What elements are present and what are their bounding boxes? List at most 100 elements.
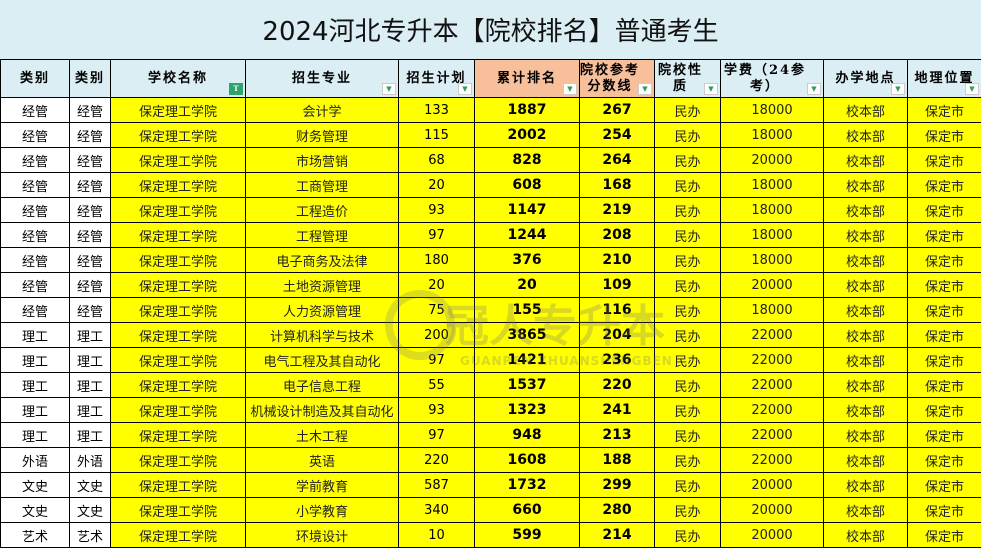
cell-campus[interactable]: 校本部 <box>823 447 908 473</box>
cell-school-name[interactable]: 保定理工学院 <box>110 497 246 523</box>
cell-campus[interactable]: 校本部 <box>823 222 908 248</box>
cell-major[interactable]: 小学教育 <box>245 497 399 523</box>
cell-location[interactable]: 保定市 <box>907 397 981 423</box>
cell-school-type[interactable]: 民办 <box>654 422 721 448</box>
cell-major[interactable]: 财务管理 <box>245 122 399 148</box>
cell-cumulative-rank[interactable]: 1323 <box>474 397 580 423</box>
cell-cumulative-rank[interactable]: 2002 <box>474 122 580 148</box>
cell-tuition[interactable]: 22000 <box>720 347 824 373</box>
cell-enrollment-plan[interactable]: 93 <box>398 197 475 223</box>
cell-campus[interactable]: 校本部 <box>823 147 908 173</box>
cell-score-line[interactable]: 116 <box>579 297 655 323</box>
cell-tuition[interactable]: 18000 <box>720 222 824 248</box>
filter-dropdown-icon[interactable]: ▼ <box>638 83 652 95</box>
cell-cumulative-rank[interactable]: 948 <box>474 422 580 448</box>
cell-campus[interactable]: 校本部 <box>823 297 908 323</box>
cell-category[interactable]: 经管 <box>0 172 70 198</box>
cell-location[interactable]: 保定市 <box>907 247 981 273</box>
cell-score-line[interactable]: 236 <box>579 347 655 373</box>
cell-category-2[interactable]: 经管 <box>69 297 111 323</box>
cell-major[interactable]: 会计学 <box>245 97 399 123</box>
cell-tuition[interactable]: 18000 <box>720 97 824 123</box>
cell-category[interactable]: 理工 <box>0 372 70 398</box>
cell-cumulative-rank[interactable]: 660 <box>474 497 580 523</box>
cell-major[interactable]: 电子信息工程 <box>245 372 399 398</box>
cell-school-type[interactable]: 民办 <box>654 147 721 173</box>
cell-major[interactable]: 工程造价 <box>245 197 399 223</box>
cell-category[interactable]: 理工 <box>0 322 70 348</box>
cell-category[interactable]: 文史 <box>0 497 70 523</box>
cell-category-2[interactable]: 经管 <box>69 222 111 248</box>
cell-score-line[interactable]: 208 <box>579 222 655 248</box>
cell-tuition[interactable]: 20000 <box>720 497 824 523</box>
cell-campus[interactable]: 校本部 <box>823 272 908 298</box>
cell-major[interactable]: 人力资源管理 <box>245 297 399 323</box>
cell-school-name[interactable]: 保定理工学院 <box>110 347 246 373</box>
cell-school-name[interactable]: 保定理工学院 <box>110 172 246 198</box>
cell-enrollment-plan[interactable]: 97 <box>398 422 475 448</box>
cell-school-type[interactable]: 民办 <box>654 247 721 273</box>
cell-cumulative-rank[interactable]: 1887 <box>474 97 580 123</box>
cell-major[interactable]: 机械设计制造及其自动化 <box>245 397 399 423</box>
cell-campus[interactable]: 校本部 <box>823 122 908 148</box>
cell-location[interactable]: 保定市 <box>907 472 981 498</box>
cell-major[interactable]: 电气工程及其自动化 <box>245 347 399 373</box>
cell-category[interactable]: 理工 <box>0 347 70 373</box>
cell-campus[interactable]: 校本部 <box>823 497 908 523</box>
cell-location[interactable]: 保定市 <box>907 147 981 173</box>
cell-school-type[interactable]: 民办 <box>654 322 721 348</box>
cell-enrollment-plan[interactable]: 55 <box>398 372 475 398</box>
cell-score-line[interactable]: 254 <box>579 122 655 148</box>
cell-location[interactable]: 保定市 <box>907 197 981 223</box>
cell-tuition[interactable]: 20000 <box>720 272 824 298</box>
cell-school-type[interactable]: 民办 <box>654 347 721 373</box>
cell-school-type[interactable]: 民办 <box>654 197 721 223</box>
cell-score-line[interactable]: 168 <box>579 172 655 198</box>
cell-tuition[interactable]: 22000 <box>720 322 824 348</box>
cell-category-2[interactable]: 经管 <box>69 272 111 298</box>
cell-category-2[interactable]: 理工 <box>69 422 111 448</box>
cell-enrollment-plan[interactable]: 115 <box>398 122 475 148</box>
cell-enrollment-plan[interactable]: 10 <box>398 522 475 548</box>
cell-category[interactable]: 经管 <box>0 222 70 248</box>
cell-score-line[interactable]: 213 <box>579 422 655 448</box>
cell-major[interactable]: 学前教育 <box>245 472 399 498</box>
cell-score-line[interactable]: 214 <box>579 522 655 548</box>
cell-score-line[interactable]: 264 <box>579 147 655 173</box>
cell-tuition[interactable]: 18000 <box>720 197 824 223</box>
cell-school-type[interactable]: 民办 <box>654 122 721 148</box>
cell-school-type[interactable]: 民办 <box>654 472 721 498</box>
cell-school-name[interactable]: 保定理工学院 <box>110 422 246 448</box>
cell-campus[interactable]: 校本部 <box>823 197 908 223</box>
cell-school-type[interactable]: 民办 <box>654 522 721 548</box>
cell-enrollment-plan[interactable]: 97 <box>398 222 475 248</box>
cell-category-2[interactable]: 理工 <box>69 347 111 373</box>
cell-campus[interactable]: 校本部 <box>823 247 908 273</box>
cell-score-line[interactable]: 241 <box>579 397 655 423</box>
cell-school-type[interactable]: 民办 <box>654 172 721 198</box>
cell-school-name[interactable]: 保定理工学院 <box>110 447 246 473</box>
cell-score-line[interactable]: 219 <box>579 197 655 223</box>
cell-enrollment-plan[interactable]: 200 <box>398 322 475 348</box>
cell-enrollment-plan[interactable]: 133 <box>398 97 475 123</box>
cell-major[interactable]: 工程管理 <box>245 222 399 248</box>
cell-location[interactable]: 保定市 <box>907 347 981 373</box>
cell-category[interactable]: 经管 <box>0 147 70 173</box>
cell-cumulative-rank[interactable]: 3865 <box>474 322 580 348</box>
cell-campus[interactable]: 校本部 <box>823 472 908 498</box>
cell-location[interactable]: 保定市 <box>907 372 981 398</box>
cell-category[interactable]: 经管 <box>0 97 70 123</box>
cell-tuition[interactable]: 22000 <box>720 372 824 398</box>
cell-cumulative-rank[interactable]: 20 <box>474 272 580 298</box>
cell-school-type[interactable]: 民办 <box>654 297 721 323</box>
cell-category-2[interactable]: 理工 <box>69 397 111 423</box>
cell-enrollment-plan[interactable]: 75 <box>398 297 475 323</box>
filter-active-icon[interactable]: T <box>229 83 243 95</box>
cell-enrollment-plan[interactable]: 587 <box>398 472 475 498</box>
cell-cumulative-rank[interactable]: 1244 <box>474 222 580 248</box>
cell-school-type[interactable]: 民办 <box>654 447 721 473</box>
cell-location[interactable]: 保定市 <box>907 97 981 123</box>
cell-category[interactable]: 经管 <box>0 247 70 273</box>
cell-score-line[interactable]: 109 <box>579 272 655 298</box>
cell-category-2[interactable]: 文史 <box>69 472 111 498</box>
